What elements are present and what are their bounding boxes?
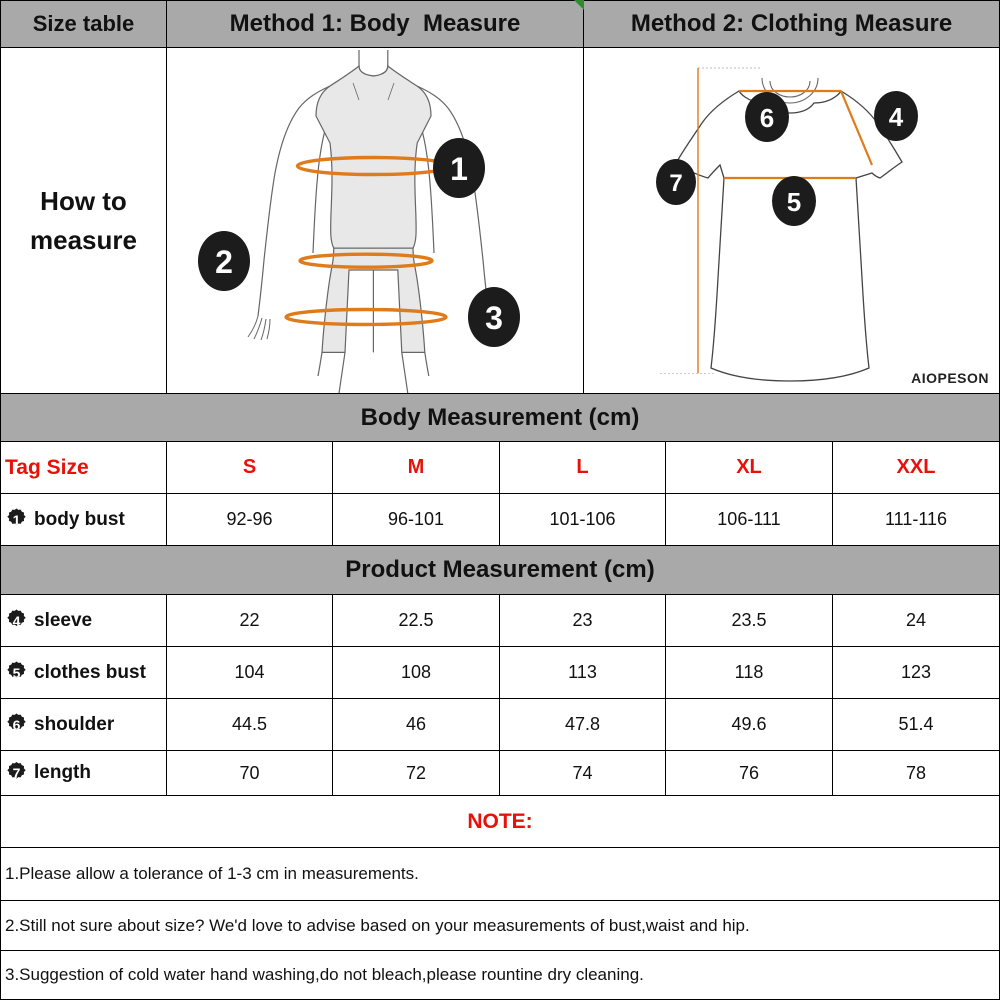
svg-text:1: 1 bbox=[450, 151, 468, 187]
svg-text:AIOPESON: AIOPESON bbox=[911, 370, 989, 386]
svg-text:2: 2 bbox=[215, 244, 233, 280]
svg-text:7: 7 bbox=[669, 170, 682, 197]
svg-text:5: 5 bbox=[787, 187, 801, 217]
svg-text:3: 3 bbox=[485, 300, 503, 336]
svg-text:6: 6 bbox=[760, 103, 774, 133]
svg-text:4: 4 bbox=[889, 102, 904, 132]
